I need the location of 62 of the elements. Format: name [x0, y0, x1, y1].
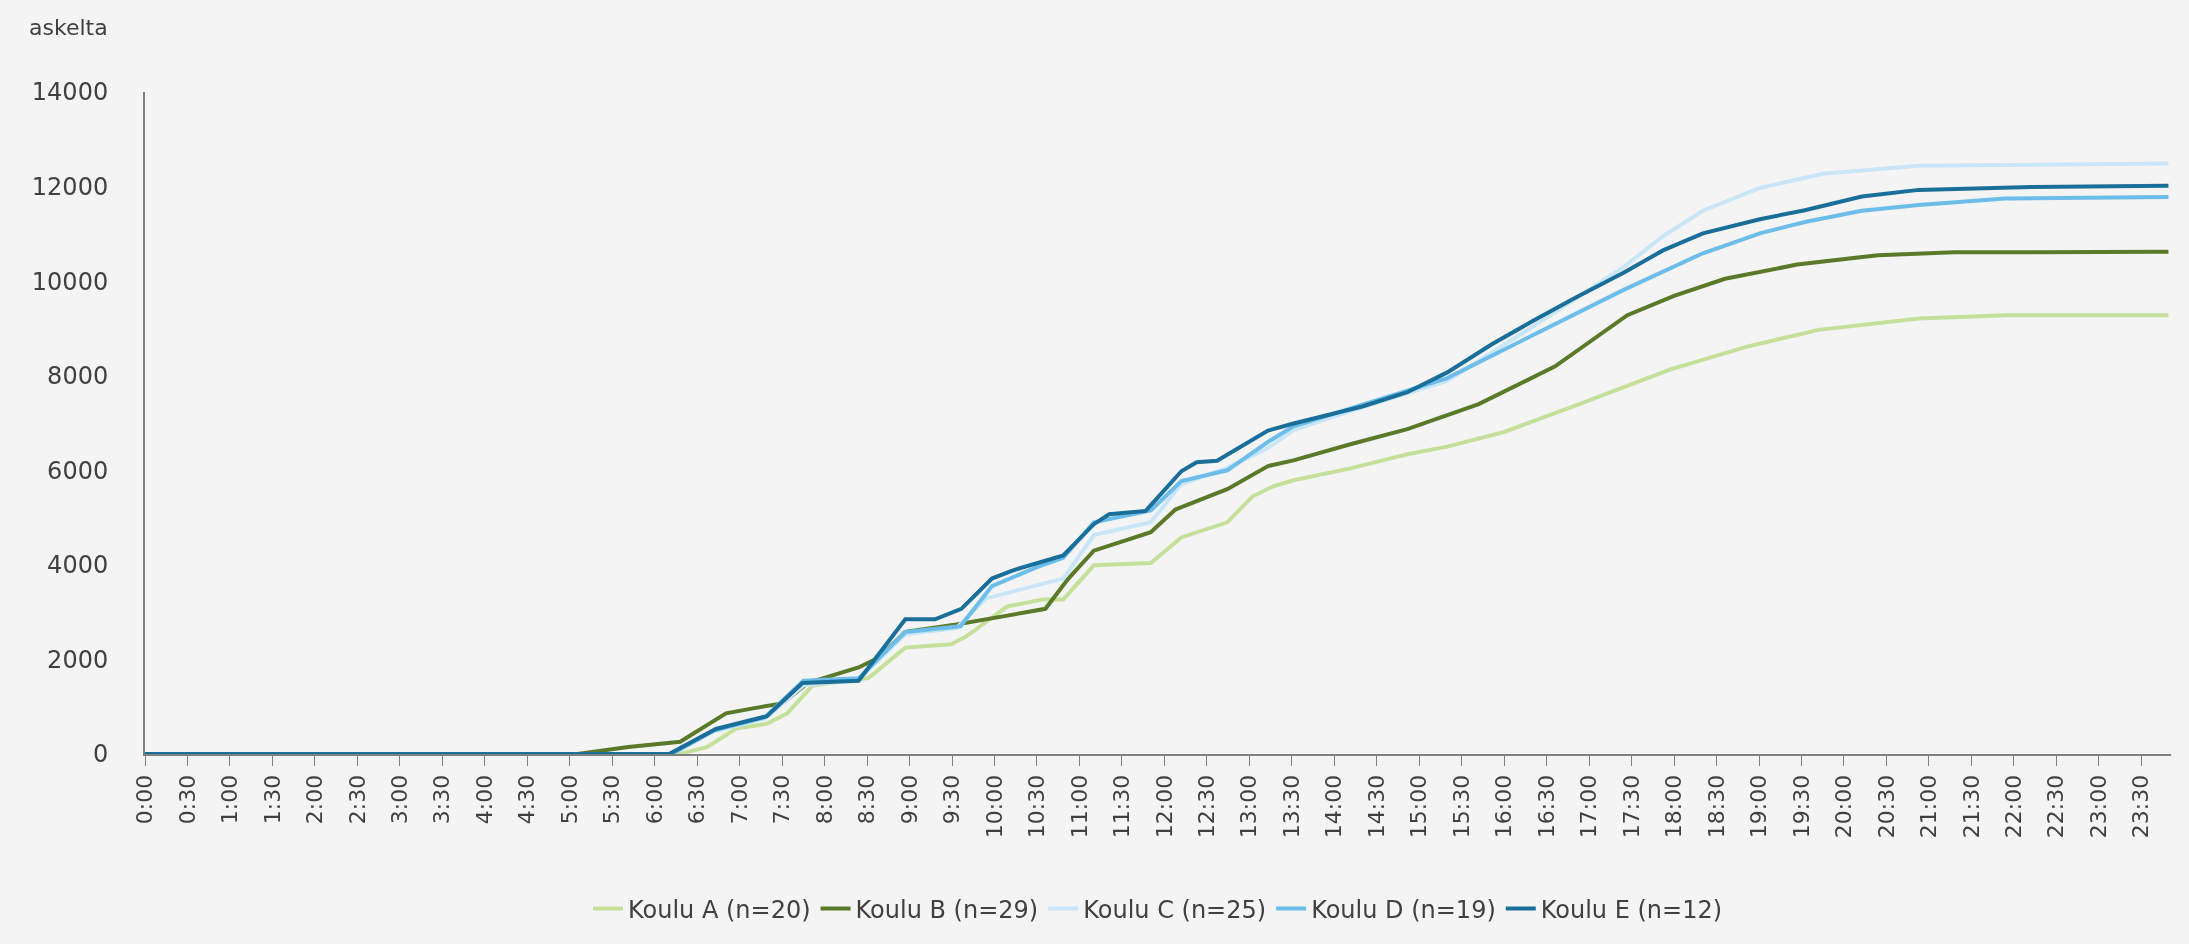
x-tick-label: 3:30 [429, 774, 455, 825]
legend-label: Koulu E (n=12) [1540, 895, 1723, 924]
x-tick-label: 13:30 [1278, 774, 1304, 839]
y-tick-label: 8000 [47, 362, 109, 391]
x-tick-label: 14:30 [1363, 774, 1389, 839]
x-tick-label: 23:00 [2085, 774, 2111, 839]
x-tick-label: 6:00 [641, 774, 667, 825]
x-tick-label: 10:30 [1024, 774, 1050, 839]
x-tick-label: 19:30 [1788, 774, 1814, 839]
x-tick-label: 1:00 [217, 774, 243, 825]
x-tick-label: 9:30 [939, 774, 965, 825]
y-tick-label: 14000 [31, 78, 109, 107]
y-axis-title: askelta [29, 15, 108, 40]
x-tick-label: 4:00 [471, 774, 497, 825]
x-tick-label: 10:00 [981, 774, 1007, 839]
x-tick-label: 14:00 [1321, 774, 1347, 839]
x-tick-label: 2:30 [344, 774, 370, 825]
x-tick-label: 22:30 [2043, 774, 2069, 839]
x-tick-label: 23:30 [2128, 774, 2154, 839]
x-tick-label: 11:00 [1066, 774, 1092, 839]
x-tick-label: 13:00 [1236, 774, 1262, 839]
x-tick-label: 19:00 [1746, 774, 1772, 839]
x-tick-label: 15:00 [1406, 774, 1432, 839]
x-tick-label: 8:00 [811, 774, 837, 825]
legend-label: Koulu B (n=29) [855, 895, 1039, 924]
x-tick-label: 0:00 [132, 774, 158, 825]
x-tick-label: 22:00 [2001, 774, 2026, 839]
x-tick-label: 9:00 [896, 774, 922, 825]
x-tick-label: 20:30 [1873, 774, 1899, 839]
legend-label: Koulu D (n=19) [1311, 895, 1496, 924]
x-tick-label: 18:30 [1703, 774, 1729, 839]
x-tick-label: 11:30 [1109, 774, 1135, 839]
x-tick-label: 21:00 [1916, 774, 1942, 839]
x-tick-label: 5:30 [599, 774, 625, 825]
x-tick-label: 12:30 [1193, 774, 1219, 839]
x-tick-label: 17:30 [1618, 774, 1644, 839]
x-tick-label: 3:00 [386, 774, 412, 825]
x-tick-label: 6:30 [684, 774, 710, 825]
legend-label: Koulu C (n=25) [1083, 895, 1267, 924]
x-tick-label: 5:00 [556, 774, 582, 825]
x-tick-label: 16:30 [1533, 774, 1559, 839]
y-tick-label: 6000 [47, 456, 109, 485]
x-tick-label: 2:00 [302, 774, 328, 825]
x-tick-label: 4:30 [514, 774, 540, 825]
x-tick-label: 1:30 [259, 774, 285, 825]
y-tick-label: 2000 [47, 645, 109, 674]
x-tick-label: 8:30 [854, 774, 880, 825]
x-tick-label: 12:00 [1151, 774, 1177, 839]
x-tick-label: 0:30 [174, 774, 200, 825]
x-tick-label: 16:00 [1491, 774, 1517, 839]
y-tick-label: 4000 [47, 551, 109, 580]
x-tick-label: 17:00 [1576, 774, 1602, 839]
y-tick-label: 10000 [31, 267, 109, 296]
x-tick-label: 7:00 [726, 774, 752, 825]
y-tick-label: 12000 [31, 172, 109, 201]
x-tick-label: 21:30 [1958, 774, 1984, 839]
legend-label: Koulu A (n=20) [628, 895, 811, 924]
y-tick-label: 0 [92, 740, 109, 769]
x-tick-label: 15:30 [1448, 774, 1474, 839]
x-tick-label: 18:00 [1661, 774, 1687, 839]
x-tick-label: 7:30 [769, 774, 795, 825]
x-tick-label: 20:00 [1831, 774, 1857, 839]
